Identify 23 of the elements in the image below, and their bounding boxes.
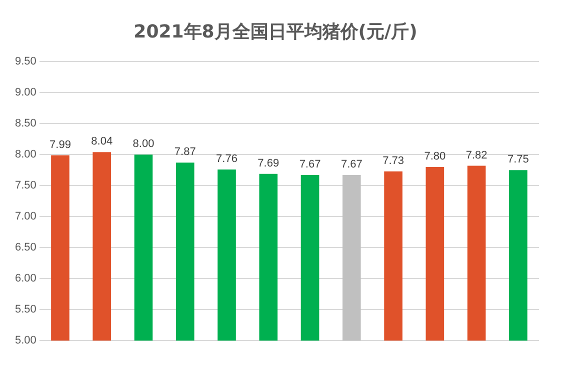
y-tick-label: 6.50 xyxy=(14,242,36,254)
y-tick-label: 5.00 xyxy=(14,334,36,347)
data-label: 7.75 xyxy=(507,154,529,166)
data-label: 8.00 xyxy=(132,138,154,150)
y-tick-label: 5.50 xyxy=(14,304,36,316)
data-label: 7.82 xyxy=(466,149,488,162)
y-tick-label: 7.50 xyxy=(14,180,36,192)
data-label: 7.67 xyxy=(299,158,321,171)
data-label: 7.99 xyxy=(50,138,71,151)
y-tick-label: 6.00 xyxy=(14,272,36,285)
y-tick-label: 8.50 xyxy=(14,118,36,130)
y-tick-label: 8.00 xyxy=(14,148,36,161)
y-tick-label: 7.00 xyxy=(14,210,36,223)
chart-title: 2021年8月全国日平均猪价(元/斤) xyxy=(134,21,418,42)
data-label: 7.67 xyxy=(340,158,362,171)
y-tick-label: 9.50 xyxy=(14,56,36,68)
data-label: 7.87 xyxy=(174,146,196,158)
data-label: 7.76 xyxy=(216,153,238,166)
data-label: 7.80 xyxy=(424,150,446,163)
y-tick-label: 9.00 xyxy=(14,86,36,99)
data-label: 7.69 xyxy=(258,157,280,170)
data-label: 8.04 xyxy=(91,136,113,148)
data-label: 7.73 xyxy=(382,154,404,167)
